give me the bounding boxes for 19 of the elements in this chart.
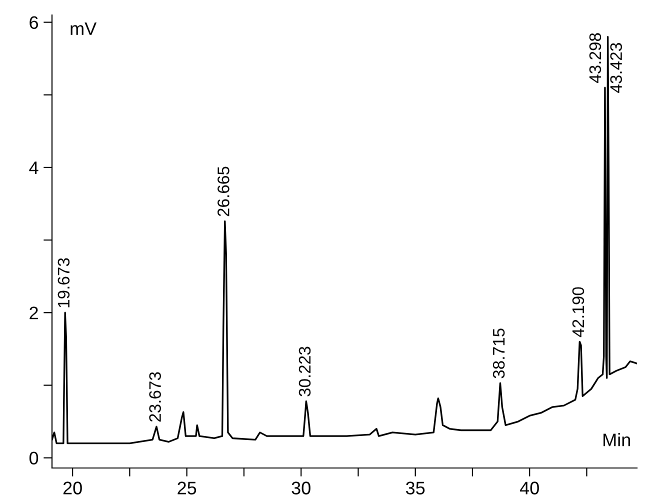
- annotation: 30.223: [298, 346, 311, 396]
- y-axis-title: mV: [70, 22, 97, 35]
- x-tick-label: 25: [178, 482, 196, 494]
- x-tick-label: 35: [406, 482, 425, 494]
- x-axis-title: Min: [604, 433, 630, 446]
- annotation: 42.190: [572, 287, 584, 338]
- y-tick-label: 6: [30, 16, 38, 29]
- annotation: 43.423: [610, 43, 622, 93]
- y-tick-label: 4: [29, 162, 38, 174]
- y-tick-label: 2: [30, 306, 38, 320]
- annotation: 19.673: [58, 258, 70, 308]
- x-tick-label: 40: [520, 482, 539, 494]
- annotation: 26.665: [218, 166, 230, 216]
- x-tick-label: 30: [292, 482, 310, 494]
- annotation: 43.298: [589, 33, 602, 84]
- annotation: 23.673: [149, 372, 161, 422]
- annotation: 38.715: [492, 328, 505, 378]
- y-tick-label: 0: [29, 452, 38, 465]
- x-tick-label: 20: [63, 482, 82, 494]
